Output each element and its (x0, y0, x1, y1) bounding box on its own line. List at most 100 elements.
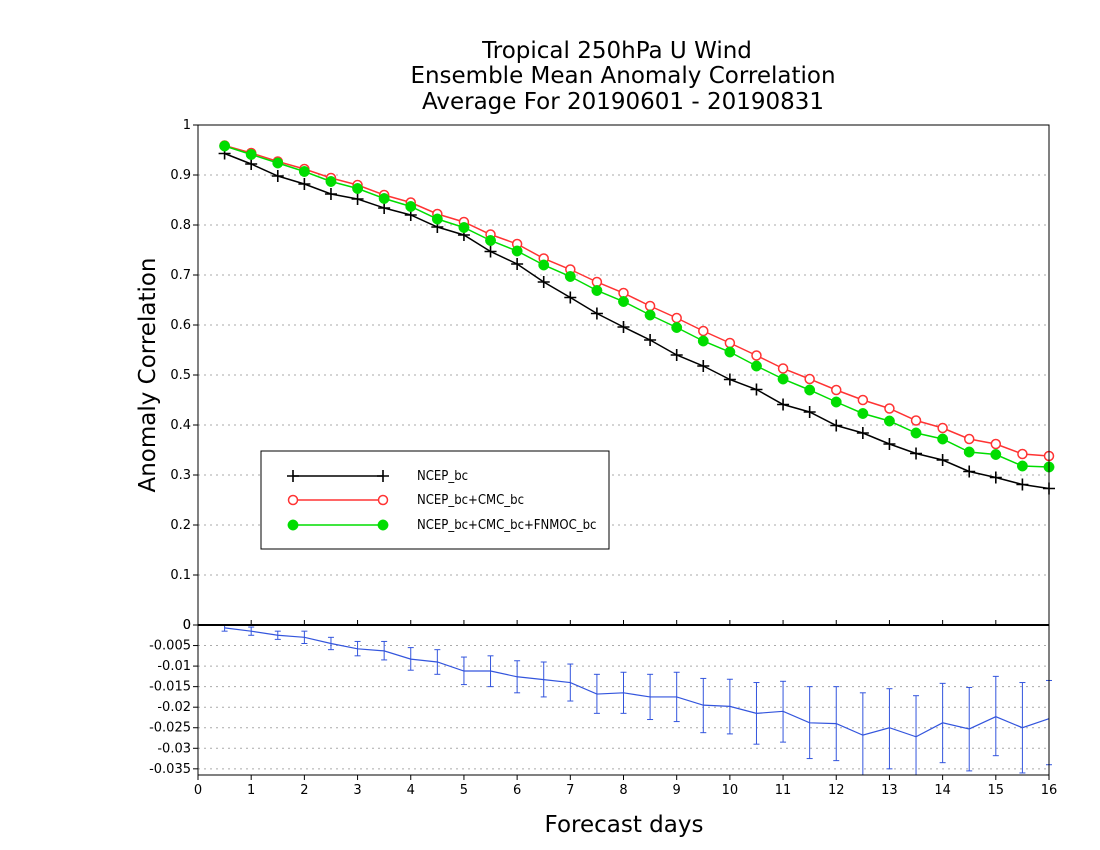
x-tick-label: 8 (619, 783, 627, 798)
legend-label: NCEP_bc+CMC_bc (417, 493, 524, 508)
x-tick-label: 10 (722, 783, 739, 798)
top-y-tick-label: 0.4 (170, 418, 191, 433)
legend-item: NCEP_bc+CMC_bc (287, 493, 524, 508)
bottom-y-tick-label: -0.025 (149, 721, 191, 736)
filled-circle-marker (1016, 460, 1028, 472)
open-circle-marker (377, 494, 389, 506)
top-y-tick-label: 0.5 (170, 368, 191, 383)
filled-circle-marker (538, 259, 550, 271)
filled-circle-marker (564, 271, 576, 282)
plus-marker (484, 245, 497, 258)
bottom-y-tick-label: -0.015 (149, 680, 191, 695)
bottom-panel-series (221, 624, 1052, 775)
plus-marker (910, 447, 923, 460)
series-ncep-bc-cmc-bc-fnmoc-bc (219, 140, 1055, 473)
filled-circle-marker (618, 296, 629, 307)
x-tick-label: 16 (1041, 783, 1058, 798)
top-y-tick-label: 0.3 (170, 468, 191, 483)
open-circle-marker (777, 363, 789, 374)
x-tick-label: 5 (460, 783, 468, 798)
plus-marker (777, 398, 790, 411)
open-circle-marker (1017, 448, 1028, 460)
plus-marker (1016, 478, 1029, 491)
filled-circle-marker (219, 140, 231, 152)
top-y-tick-label: 0.9 (170, 168, 191, 183)
x-tick-label: 14 (934, 783, 951, 798)
bottom-y-tick-label: -0.035 (149, 762, 191, 777)
plus-marker (883, 438, 896, 450)
plus-marker (245, 158, 258, 170)
top-y-tick-label: 0.7 (170, 268, 191, 283)
filled-circle-marker (272, 157, 284, 169)
x-tick-label: 0 (194, 783, 202, 798)
plus-marker (537, 276, 550, 288)
open-circle-marker (751, 350, 762, 361)
open-circle-marker (644, 300, 656, 312)
top-y-tick-label: 0 (183, 618, 191, 633)
filled-circle-marker (883, 415, 895, 427)
series-line (224, 145, 1050, 468)
plus-marker (989, 471, 1002, 484)
plus-marker (590, 307, 603, 320)
x-tick-label: 7 (566, 783, 574, 798)
open-circle-marker (963, 433, 975, 445)
filled-circle-marker (405, 201, 417, 212)
x-tick-label: 15 (988, 783, 1005, 798)
filled-circle-marker (298, 166, 310, 177)
filled-circle-marker (804, 384, 816, 396)
x-tick-label: 1 (247, 783, 255, 798)
plus-marker (830, 419, 843, 432)
plus-marker (271, 170, 284, 182)
difference-series (221, 624, 1052, 775)
series-ncep-bc (218, 147, 1055, 495)
plus-marker (803, 406, 816, 418)
filled-circle-marker (378, 193, 390, 204)
legend-label: NCEP_bc (417, 469, 468, 484)
top-y-tick-label: 0.6 (170, 318, 191, 333)
x-tick-label: 6 (513, 783, 521, 798)
filled-circle-marker (697, 335, 709, 347)
plus-marker (856, 427, 869, 439)
filled-circle-marker (777, 373, 789, 385)
plus-marker (564, 291, 577, 304)
filled-circle-marker (591, 285, 603, 296)
x-tick-label: 11 (775, 783, 792, 798)
filled-circle-marker (910, 427, 922, 439)
plus-marker (670, 349, 683, 361)
plus-marker (697, 360, 710, 372)
chart-title-line-1: Tropical 250hPa U Wind (481, 38, 752, 64)
top-panel-series (218, 140, 1055, 495)
plus-marker (936, 454, 949, 466)
bottom-y-tick-label: 0 (183, 618, 191, 633)
chart-title-line-3: Average For 20190601 - 20190831 (422, 89, 824, 115)
x-tick-label: 9 (673, 783, 681, 798)
chart-title-group: Tropical 250hPa U Wind Ensemble Mean Ano… (410, 38, 835, 115)
top-panel-grid (198, 174, 1049, 576)
open-circle-marker (937, 422, 948, 434)
open-circle-marker (884, 403, 895, 414)
plus-marker (750, 383, 763, 396)
filled-circle-marker (377, 519, 389, 531)
filled-circle-marker (990, 449, 1002, 460)
top-y-tick-label: 0.8 (170, 218, 191, 233)
x-axis-ticks: 0 1 2 3 4 5 6 7 8 9 10 11 12 13 14 15 16 (194, 620, 1057, 798)
bottom-y-tick-label: -0.005 (149, 639, 191, 654)
filled-circle-marker (325, 176, 337, 187)
x-axis-label: Forecast days (545, 812, 704, 838)
open-circle-marker (287, 494, 299, 506)
x-tick-label: 2 (300, 783, 308, 798)
legend: NCEP_bc NCEP_bc+CMC_bc NCEP_bc+CMC_bc+FNMO… (260, 450, 610, 550)
top-y-tick-label: 0.2 (170, 518, 191, 533)
open-circle-marker (990, 438, 1002, 450)
top-y-tick-label: 1 (183, 118, 191, 133)
plus-marker (723, 373, 736, 386)
filled-circle-marker (245, 149, 257, 160)
plus-marker (287, 470, 299, 482)
plus-marker (963, 465, 976, 478)
plus-marker (511, 258, 524, 270)
bottom-y-tick-label: -0.03 (157, 741, 191, 756)
filled-circle-marker (352, 183, 364, 194)
filled-circle-marker (724, 346, 736, 358)
top-panel-y-ticks: 0 0.1 0.2 0.3 0.4 0.5 0.6 0.7 0.8 0.9 1 (170, 118, 198, 633)
filled-circle-marker (485, 235, 496, 246)
